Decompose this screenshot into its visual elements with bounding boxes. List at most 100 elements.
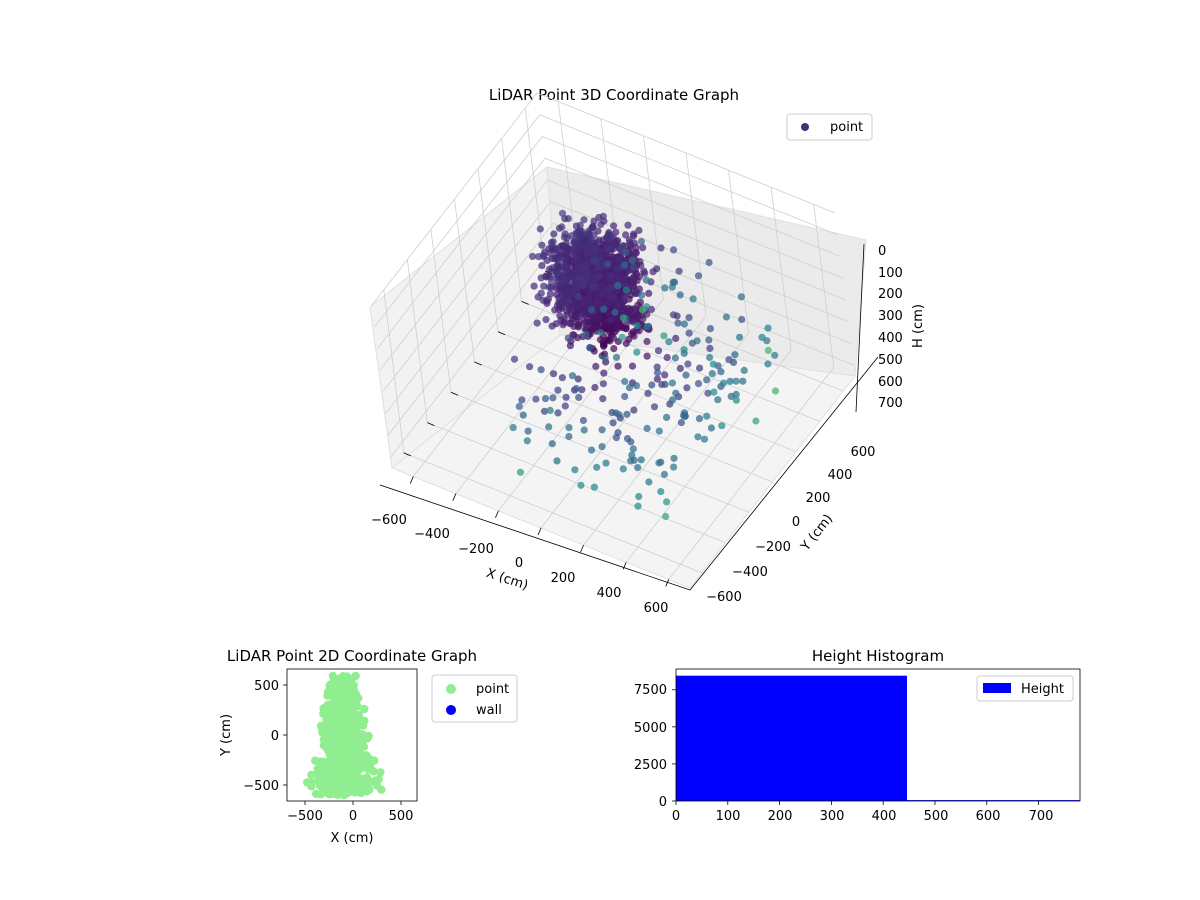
scatter-point-3d [621, 261, 629, 269]
z-axis-label-3d: H (cm) [911, 304, 926, 348]
scatter-point-3d [592, 274, 600, 283]
scatter-point-3d [538, 241, 546, 249]
scatter-point-3d [576, 221, 584, 229]
legend-marker-point [446, 684, 456, 694]
scatter-point-3d [548, 440, 556, 448]
scatter-point-3d [628, 362, 637, 370]
legend-histogram: Height [976, 675, 1074, 702]
scatter-point-3d [548, 322, 556, 330]
scatter-point-3d [537, 289, 545, 297]
scatter-point-3d [633, 322, 642, 330]
scatter-point-3d [625, 308, 633, 316]
legend-label-height: Height [1021, 682, 1064, 697]
scatter-point-3d [670, 454, 678, 462]
scatter-point-3d [676, 291, 684, 299]
scatter-point-3d [738, 315, 746, 324]
scatter-point-3d [622, 321, 630, 329]
scatter-point-3d [622, 286, 631, 294]
ticks-histogram [672, 689, 1039, 805]
scatter-point-3d [532, 395, 540, 403]
scatter-point-3d [680, 346, 688, 354]
scatter-point-3d [708, 370, 716, 378]
scatter-point-3d [703, 412, 711, 420]
scatter-point-2d [356, 731, 365, 740]
scatter-point-3d [672, 389, 680, 397]
scatter-point-2d [307, 770, 316, 780]
scatter-point-3d [552, 245, 560, 253]
scatter-point-3d [591, 323, 600, 331]
scatter-point-3d [561, 215, 569, 223]
scatter-point-3d [705, 336, 713, 344]
scatter-point-3d [672, 334, 680, 342]
scatter-point-3d [639, 306, 647, 314]
scatter-point-3d [657, 244, 665, 252]
scatter-point-3d [636, 298, 645, 306]
y-tick-labels-2d: 500 0 −500 [243, 679, 279, 794]
scatter-point-3d [529, 252, 537, 260]
scatter-point-3d [632, 243, 640, 251]
scatter-point-3d [732, 390, 740, 398]
scatter-point-3d [622, 248, 630, 256]
scatter-point-3d [562, 276, 570, 284]
scatter-3d-chart: LiDAR Point 3D Coordinate Graph −600 −40… [369, 86, 926, 616]
legend-label-point: point [830, 120, 863, 135]
z-tick-label: 200 [878, 287, 903, 302]
scatter-point-3d [726, 377, 734, 385]
z-tick-label: 500 [878, 353, 903, 368]
z-tick-label: 400 [878, 331, 903, 346]
scatter-point-3d [575, 393, 583, 401]
scatter-point-3d [603, 245, 612, 253]
scatter-point-2d [353, 715, 362, 724]
legend-3d: point [786, 113, 873, 141]
scatter-point-3d [619, 314, 628, 322]
scatter-point-2d [345, 685, 354, 694]
y-tick-label: 2500 [634, 758, 667, 773]
scatter-point-3d [660, 470, 669, 478]
scatter-point-2d [358, 759, 367, 768]
scatter-point-3d [637, 456, 645, 464]
scatter-point-3d [558, 374, 567, 382]
scatter-point-2d [369, 756, 379, 765]
scatter-point-3d [611, 308, 619, 316]
scatter-point-3d [591, 383, 599, 392]
scatter-point-3d [623, 410, 631, 418]
scatter-point-3d [563, 249, 571, 257]
scatter-point-3d [554, 257, 563, 265]
scatter-point-3d [516, 468, 525, 476]
z-tick-label: 300 [878, 309, 903, 324]
scatter-point-3d [544, 295, 553, 303]
scatter-point-3d [707, 424, 716, 432]
scatter-point-3d [589, 222, 597, 230]
scatter-point-3d [595, 236, 603, 244]
x-tick-labels-3d: −600 −400 −200 0 200 400 600 [371, 513, 668, 616]
scatter-point-2d [325, 749, 334, 759]
scatter-point-2d [336, 785, 345, 795]
x-tick-labels-2d: −500 0 500 [287, 809, 413, 824]
scatter-point-3d [610, 345, 618, 353]
scatter-point-2d [352, 724, 361, 734]
z-tick-label: 100 [878, 266, 903, 281]
scatter-point-3d [598, 443, 606, 451]
x-tick-label: 500 [924, 809, 949, 824]
scatter-point-3d [629, 445, 637, 453]
x-tick-label: 400 [597, 586, 622, 601]
scatter-point-3d [706, 344, 714, 352]
point-cloud-3d [509, 209, 780, 521]
z-tick-label: 700 [878, 396, 903, 411]
scatter-point-3d [612, 321, 620, 329]
scatter-point-3d [685, 329, 693, 337]
scatter-point-3d [614, 362, 622, 370]
x-tick-label: −600 [371, 513, 407, 528]
scatter-point-3d [587, 446, 596, 454]
scatter-point-3d [540, 407, 549, 415]
scatter-point-3d [684, 360, 692, 368]
scatter-point-3d [718, 422, 726, 430]
scatter-point-3d [530, 282, 538, 290]
scatter-point-3d [615, 411, 623, 419]
y-tick-labels-3d: −600 −400 −200 0 200 400 600 [706, 445, 875, 605]
scatter-point-3d [558, 292, 566, 300]
scatter-point-2d [311, 756, 320, 765]
y-tick-label: −400 [732, 565, 768, 580]
scatter-point-3d [557, 284, 565, 292]
scatter-point-3d [731, 351, 739, 359]
